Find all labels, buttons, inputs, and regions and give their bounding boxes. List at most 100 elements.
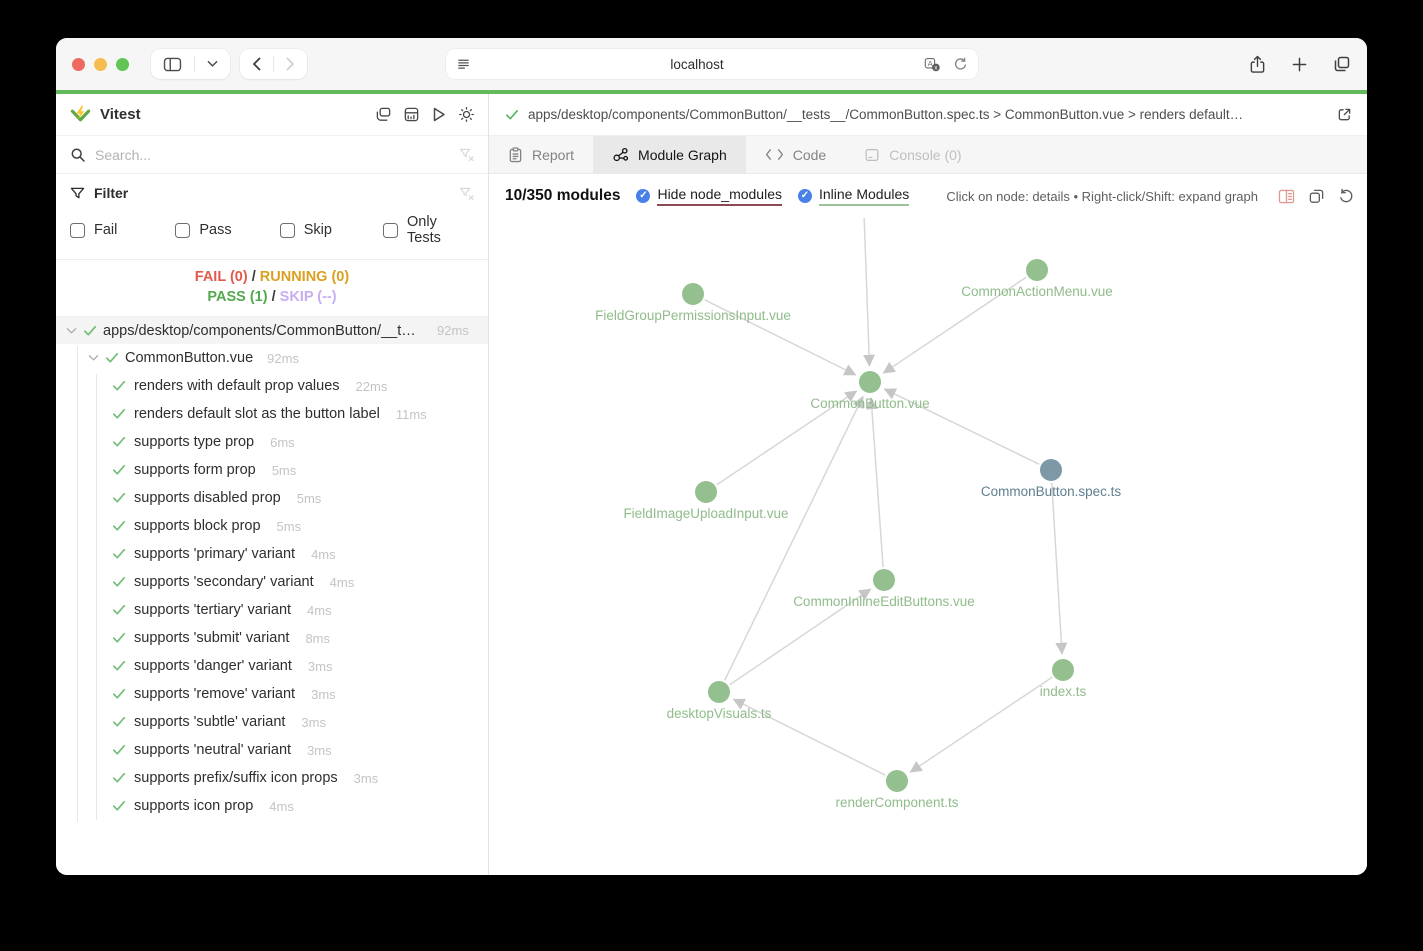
test-case-row[interactable]: supports 'remove' variant 3ms <box>56 680 488 708</box>
checkbox-only-tests[interactable] <box>383 222 399 238</box>
filter-checkbox-skip[interactable]: Skip <box>279 214 383 246</box>
test-case-row[interactable]: supports 'danger' variant 3ms <box>56 652 488 680</box>
clear-search-filter-icon[interactable] <box>459 147 474 162</box>
graph-node[interactable] <box>682 283 704 305</box>
test-case-row[interactable]: supports prefix/suffix icon props 3ms <box>56 764 488 792</box>
filter-checkbox-pass[interactable]: Pass <box>175 214 279 246</box>
graph-edge <box>909 676 1053 773</box>
test-case-name: supports 'remove' variant <box>134 686 296 702</box>
checkbox-fail[interactable] <box>70 222 85 238</box>
test-status-summary: FAIL (0) / RUNNING (0) PASS (1) / SKIP (… <box>56 260 488 317</box>
test-case-row[interactable]: supports 'tertiary' variant 4ms <box>56 596 488 624</box>
graph-node-label: FieldImageUploadInput.vue <box>623 506 788 521</box>
forward-button[interactable] <box>274 49 307 79</box>
tab-report[interactable]: Report <box>489 136 593 173</box>
node-details-icon[interactable] <box>1278 189 1295 204</box>
test-case-row[interactable]: supports 'subtle' variant 3ms <box>56 708 488 736</box>
hide-node-modules-toggle[interactable]: ✓ Hide node_modules <box>636 186 782 206</box>
graph-node[interactable] <box>695 481 717 503</box>
test-case-row[interactable]: supports 'secondary' variant 4ms <box>56 568 488 596</box>
filter-checkbox-fail[interactable]: Fail <box>70 214 175 246</box>
graph-node[interactable] <box>1040 459 1062 481</box>
graph-node-label: CommonActionMenu.vue <box>961 284 1113 299</box>
zoom-window-button[interactable] <box>116 57 129 71</box>
chevron-down-icon[interactable] <box>88 354 99 362</box>
graph-node[interactable] <box>1026 259 1048 281</box>
reload-icon[interactable] <box>953 57 968 72</box>
test-case-name: supports 'secondary' variant <box>134 574 314 590</box>
sidebar-chevron-down-icon[interactable] <box>195 49 230 79</box>
collapse-panels-icon[interactable] <box>375 106 392 123</box>
filter-icon <box>70 186 85 201</box>
run-all-icon[interactable] <box>431 106 447 123</box>
tab-code[interactable]: Code <box>746 136 845 173</box>
reader-view-icon[interactable] <box>456 57 471 72</box>
checked-checkbox-icon[interactable]: ✓ <box>636 189 651 203</box>
graph-node[interactable] <box>1052 659 1074 681</box>
tab-console[interactable]: Console (0) <box>845 136 980 173</box>
test-case-row[interactable]: supports 'neutral' variant 3ms <box>56 736 488 764</box>
test-case-name: supports 'primary' variant <box>134 546 296 562</box>
test-case-row[interactable]: supports icon prop 4ms <box>56 792 488 820</box>
tab-overview-icon[interactable] <box>1333 55 1351 73</box>
test-case-name: renders with default prop values <box>134 378 340 394</box>
pass-check-icon <box>112 380 126 392</box>
test-case-row[interactable]: supports form prop 5ms <box>56 456 488 484</box>
test-suite-row[interactable]: CommonButton.vue 92ms <box>56 344 488 372</box>
back-button[interactable] <box>240 49 273 79</box>
module-graph-canvas[interactable]: FieldGroupPermissionsInput.vue CommonActi… <box>489 218 1367 875</box>
checked-checkbox-icon[interactable]: ✓ <box>797 189 812 203</box>
test-file-row[interactable]: apps/desktop/components/CommonButton/__t… <box>56 317 488 344</box>
graph-node-label: FieldGroupPermissionsInput.vue <box>595 308 791 323</box>
pass-check-icon <box>112 520 126 532</box>
dashboard-icon[interactable] <box>403 106 420 123</box>
sidebar-header: Vitest <box>56 94 488 136</box>
search-input[interactable]: Search... <box>95 146 152 163</box>
breadcrumb: apps/desktop/components/CommonButton/__t… <box>489 94 1367 136</box>
filter-title: Filter <box>94 185 129 201</box>
test-case-row[interactable]: supports 'primary' variant 4ms <box>56 540 488 568</box>
new-tab-icon[interactable] <box>1292 57 1307 72</box>
theme-toggle-icon[interactable] <box>458 106 475 123</box>
chevron-down-icon[interactable] <box>66 327 77 335</box>
test-case-row[interactable]: supports type prop 6ms <box>56 428 488 456</box>
test-case-row[interactable]: supports 'submit' variant 8ms <box>56 624 488 652</box>
reset-graph-icon[interactable] <box>1338 188 1354 204</box>
pass-check-icon <box>112 548 126 560</box>
open-in-editor-icon[interactable] <box>1337 107 1352 122</box>
duration-badge: 3ms <box>301 714 326 730</box>
checkbox-pass[interactable] <box>175 222 191 238</box>
graph-node[interactable] <box>859 371 881 393</box>
graph-edge <box>883 388 1040 465</box>
inline-modules-toggle[interactable]: ✓ Inline Modules <box>797 186 910 206</box>
graph-node[interactable] <box>708 681 730 703</box>
pass-check-icon <box>112 800 126 812</box>
clear-filter-icon[interactable] <box>459 186 474 201</box>
duration-badge: 5ms <box>276 518 302 534</box>
duration-badge: 92ms <box>267 350 299 366</box>
graph-node[interactable] <box>873 569 895 591</box>
filter-checkbox-only-tests[interactable]: Only Tests <box>383 214 474 246</box>
pass-check-icon <box>112 464 126 476</box>
console-icon <box>864 147 880 163</box>
share-icon[interactable] <box>1249 55 1266 74</box>
test-case-row[interactable]: renders default slot as the button label… <box>56 400 488 428</box>
graph-node[interactable] <box>886 770 908 792</box>
search-bar[interactable]: Search... <box>56 136 488 174</box>
layout-toggle-icon[interactable] <box>1308 188 1325 205</box>
checkbox-skip[interactable] <box>279 222 295 238</box>
graph-node-label: index.ts <box>1040 684 1087 699</box>
tab-module-graph[interactable]: Module Graph <box>593 136 746 173</box>
url-text[interactable]: localhost <box>670 56 724 72</box>
pass-check-icon <box>112 408 126 420</box>
graph-controls: 10/350 modules ✓ Hide node_modules ✓ Inl… <box>489 174 1367 218</box>
minimize-window-button[interactable] <box>94 57 107 71</box>
close-window-button[interactable] <box>72 57 85 71</box>
sidebar-toggle-icon[interactable] <box>151 49 194 79</box>
test-case-row[interactable]: supports block prop 5ms <box>56 512 488 540</box>
test-case-row[interactable]: renders with default prop values 22ms <box>56 372 488 400</box>
test-case-row[interactable]: supports disabled prop 5ms <box>56 484 488 512</box>
graph-edge <box>724 395 864 681</box>
